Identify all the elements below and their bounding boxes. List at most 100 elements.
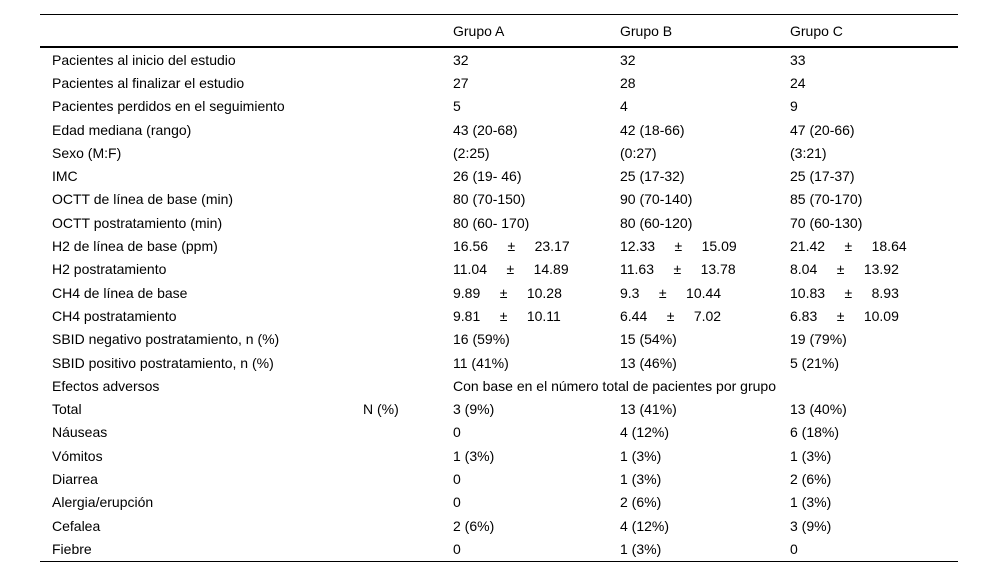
cell-grupo-a: 16 (59%) (453, 331, 510, 348)
cell-grupo-a: 11.04 ± 14.89 (453, 261, 569, 278)
cell-grupo-a: 80 (60- 170) (453, 214, 530, 231)
row-label: Total (52, 401, 82, 418)
cell-grupo-b: 13 (41%) (620, 401, 677, 418)
cell-grupo-c: 24 (790, 74, 806, 91)
table-row: Cefalea 2 (6%) 4 (12%) 3 (9%) (40, 514, 958, 537)
table-row: Vómitos 1 (3%) 1 (3%) 1 (3%) (40, 444, 958, 467)
row-label: Náuseas (52, 424, 108, 441)
row-note (363, 234, 453, 257)
cell-grupo-c: 21.42 ± 18.64 (790, 238, 907, 255)
row-label: Pacientes al finalizar el estudio (52, 74, 245, 91)
cell-grupo-a: 0 (453, 424, 461, 441)
cell-grupo-b: 32 (620, 51, 636, 68)
table-row: Pacientes perdidos en el seguimiento 5 4 9 (40, 95, 958, 118)
row-label: OCTT de línea de base (min) (52, 191, 234, 208)
cell-grupo-b: 1 (3%) (620, 540, 662, 557)
cell-grupo-b: 4 (620, 98, 628, 115)
cell-grupo-c: 0 (790, 540, 798, 557)
cell-grupo-a: 26 (19- 46) (453, 168, 522, 185)
cell-grupo-c: 85 (70-170) (790, 191, 863, 208)
cell-grupo-b: 15 (54%) (620, 331, 677, 348)
cell-grupo-b: 4 (12%) (620, 517, 670, 534)
table-row: Diarrea 0 1 (3%) 2 (6%) (40, 467, 958, 490)
row-note (363, 374, 453, 397)
row-note (363, 95, 453, 118)
table-row: Efectos adversos Con base en el número to… (40, 374, 958, 397)
row-note (363, 467, 453, 490)
table-row: SBID negativo postratamiento, n (%) 16 (5… (40, 328, 958, 351)
row-note: N (%) (363, 401, 399, 418)
cell-grupo-a: (2:25) (453, 144, 490, 161)
cell-grupo-a: 27 (453, 74, 469, 91)
table-row: Sexo (M:F) (2:25) (0:27) (3:21) (40, 141, 958, 164)
table-row: Edad mediana (rango) 43 (20-68) 42 (18-66)… (40, 118, 958, 141)
row-label: OCTT postratamiento (min) (52, 214, 223, 231)
row-note (363, 141, 453, 164)
cell-grupo-b: 6.44 ± 7.02 (620, 307, 722, 324)
cell-grupo-b: 80 (60-120) (620, 214, 693, 231)
table-row: IMC 26 (19- 46) 25 (17-32) 25 (17-37) (40, 164, 958, 187)
cell-grupo-b: 28 (620, 74, 636, 91)
row-label: SBID positivo postratamiento, n (%) (52, 354, 274, 371)
cell-grupo-a: 2 (6%) (453, 517, 495, 534)
header-note-col (363, 14, 453, 48)
header-grupo-c: Grupo C (790, 14, 958, 48)
cell-grupo-b: (0:27) (620, 144, 657, 161)
table-row: SBID positivo postratamiento, n (%) 11 (4… (40, 351, 958, 374)
results-table-container: Grupo A Grupo B Grupo C Pacientes al ini… (40, 14, 958, 562)
table-row: Pacientes al finalizar el estudio 27 28 24 (40, 71, 958, 94)
table-row: CH4 postratamiento 9.81 ± 10.11 6.44 ± 7.0… (40, 304, 958, 327)
cell-grupo-b: 9.3 ± 10.44 (620, 284, 722, 301)
row-label: Pacientes al inicio del estudio (52, 51, 236, 68)
row-label: CH4 de línea de base (52, 284, 188, 301)
cell-grupo-c: 13 (40%) (790, 401, 847, 418)
row-label: Cefalea (52, 517, 101, 534)
header-row: Grupo A Grupo B Grupo C (40, 14, 958, 48)
row-note (363, 304, 453, 327)
cell-grupo-a: 0 (453, 540, 461, 557)
cell-grupo-c: 1 (3%) (790, 494, 832, 511)
cell-grupo-b: 1 (3%) (620, 447, 662, 464)
table-row: Alergia/erupción 0 2 (6%) 1 (3%) (40, 491, 958, 514)
cell-grupo-b: 11.63 ± 13.78 (620, 261, 736, 278)
table-row: H2 de línea de base (ppm) 16.56 ± 23.17 12… (40, 234, 958, 257)
table-row: H2 postratamiento 11.04 ± 14.89 11.63 ± 13… (40, 258, 958, 281)
row-note (363, 537, 453, 561)
table-row: OCTT de línea de base (min) 80 (70-150) 90… (40, 188, 958, 211)
cell-grupo-a: 0 (453, 470, 461, 487)
table-body: Pacientes al inicio del estudio 32 32 33 Pac… (40, 47, 958, 561)
row-note (363, 421, 453, 444)
cell-grupo-a: 5 (453, 98, 461, 115)
cell-grupo-b: 42 (18-66) (620, 121, 685, 138)
cell-grupo-c: 19 (79%) (790, 331, 847, 348)
cell-grupo-a: 0 (453, 494, 461, 511)
cell-grupo-c: 5 (21%) (790, 354, 840, 371)
table-row: CH4 de línea de base 9.89 ± 10.28 9.3 ± 10… (40, 281, 958, 304)
row-note (363, 328, 453, 351)
cell-grupo-a: 32 (453, 51, 469, 68)
cell-grupo-c: 33 (790, 51, 806, 68)
cell-grupo-c: 47 (20-66) (790, 121, 855, 138)
row-label: CH4 postratamiento (52, 307, 177, 324)
cell-grupo-c: 25 (17-37) (790, 168, 855, 185)
cell-grupo-a: 9.81 ± 10.11 (453, 307, 561, 324)
row-span-value: Con base en el número total de pacientes… (453, 377, 776, 394)
row-label: Vómitos (52, 447, 103, 464)
cell-grupo-a: 80 (70-150) (453, 191, 526, 208)
table-row: Total N (%) 3 (9%) 13 (41%) 13 (40%) (40, 397, 958, 420)
row-note (363, 514, 453, 537)
row-label: Efectos adversos (52, 377, 160, 394)
row-note (363, 258, 453, 281)
results-table: Grupo A Grupo B Grupo C Pacientes al ini… (40, 14, 958, 562)
table-row: OCTT postratamiento (min) 80 (60- 170) 80 … (40, 211, 958, 234)
cell-grupo-b: 4 (12%) (620, 424, 670, 441)
row-label: Fiebre (52, 540, 92, 557)
row-note (363, 118, 453, 141)
cell-grupo-a: 43 (20-68) (453, 121, 518, 138)
cell-grupo-a: 9.89 ± 10.28 (453, 284, 562, 301)
row-label: Edad mediana (rango) (52, 121, 192, 138)
cell-grupo-b: 90 (70-140) (620, 191, 693, 208)
header-label-col (40, 14, 363, 48)
cell-grupo-b: 12.33 ± 15.09 (620, 238, 737, 255)
